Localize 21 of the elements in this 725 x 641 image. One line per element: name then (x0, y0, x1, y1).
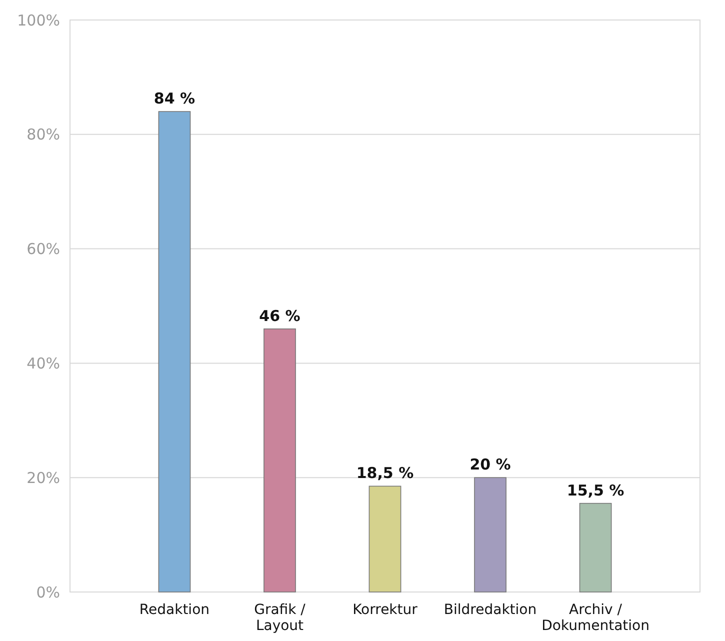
bar (579, 502, 612, 592)
x-tick-label: Korrektur (352, 602, 418, 618)
y-tick-label: 0% (36, 583, 60, 602)
data-label: 15,5 % (566, 481, 624, 500)
y-tick-label: 40% (26, 354, 60, 372)
x-tick-label: Bildredaktion (444, 602, 537, 618)
data-label: 18,5 % (356, 464, 414, 482)
y-tick-label: 100% (17, 11, 60, 30)
y-tick-label: 60% (26, 240, 60, 258)
x-tick-label: Archiv / Dokumentation (542, 602, 650, 634)
y-tick-label: 80% (26, 126, 60, 144)
x-tick-label: Redaktion (139, 602, 210, 618)
bar (368, 486, 402, 592)
y-tick-label: 20% (26, 468, 60, 487)
bar (158, 111, 191, 592)
x-tick-label: Grafik / Layout (254, 602, 306, 634)
data-label: 46 % (259, 306, 300, 325)
bar (264, 328, 296, 592)
bar (474, 477, 506, 592)
data-label: 84 % (154, 90, 196, 108)
data-label: 20 % (470, 456, 511, 474)
